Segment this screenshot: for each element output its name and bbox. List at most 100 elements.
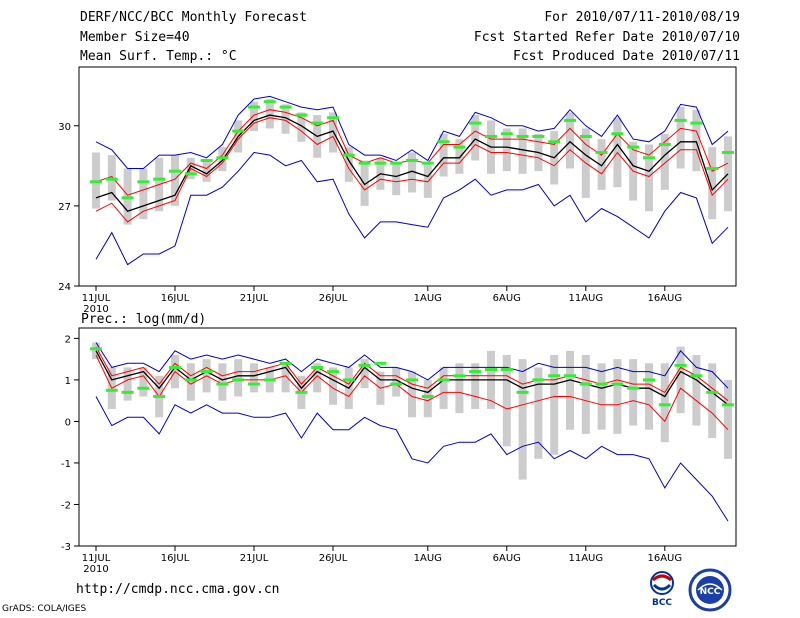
prec-x-tick-label: 26JUL bbox=[319, 553, 348, 564]
variable-label: Mean Surf. Temp.: °C bbox=[80, 49, 237, 64]
prec-box-bar bbox=[471, 363, 480, 409]
prec-x-tick-label: 11JUL bbox=[82, 553, 111, 564]
temp-x-tick-label: 6AUG bbox=[493, 293, 521, 304]
prec-box-bar bbox=[550, 354, 559, 455]
temp-box-bar bbox=[692, 109, 701, 172]
prec-year-label: 2010 bbox=[83, 564, 108, 575]
bcc-logo-text: BCC bbox=[652, 598, 672, 608]
temp-x-tick-label: 21JUL bbox=[240, 293, 269, 304]
temp-x-tick-label: 11AUG bbox=[568, 293, 603, 304]
temp-box-bar bbox=[281, 104, 290, 134]
prec-box-bar bbox=[581, 354, 590, 434]
prec-ensemble-min-line bbox=[95, 396, 729, 522]
prec-x-tick-label: 16JUL bbox=[161, 553, 190, 564]
temp-box-bar bbox=[250, 101, 258, 132]
temp-x-tick-label: 26JUL bbox=[319, 293, 348, 304]
temp-box-bar bbox=[392, 163, 401, 196]
bcc-logo-icon: BCC bbox=[650, 571, 674, 608]
ncc-logo-icon: NCC bbox=[688, 568, 732, 612]
temp-box-bar bbox=[660, 133, 669, 190]
temp-y-tick-label: 30 bbox=[58, 122, 71, 133]
temp-box-bar bbox=[297, 112, 306, 142]
temp-box-bar bbox=[676, 107, 685, 169]
chart-title: DERF/NCC/BCC Monthly Forecast bbox=[80, 10, 307, 25]
prec-box-bar bbox=[645, 363, 653, 430]
prec-lower-spread-line bbox=[95, 354, 729, 431]
prec-y-tick-label: 2 bbox=[65, 334, 71, 345]
ncc-logo-text: NCC bbox=[700, 587, 721, 597]
prec-y-tick-label: 0 bbox=[65, 417, 71, 428]
prec-x-tick-label: 21JUL bbox=[240, 553, 269, 564]
prec-box-bar bbox=[597, 363, 606, 430]
prec-box-bar bbox=[518, 359, 527, 480]
prec-y-tick-label: -1 bbox=[61, 459, 71, 470]
fcst-started-label: Fcst Started Refer Date 2010/07/10 bbox=[473, 30, 740, 45]
prec-box-bar bbox=[692, 354, 701, 426]
prec-box-bar bbox=[455, 363, 464, 414]
prec-box-bar bbox=[123, 367, 132, 401]
prec-box-bar bbox=[392, 367, 401, 397]
prec-box-bar bbox=[439, 367, 448, 409]
prec-box-bar bbox=[186, 363, 195, 401]
temp-year-label: 2010 bbox=[83, 304, 108, 315]
prec-box-bar bbox=[708, 363, 717, 439]
temp-plot-frame bbox=[78, 66, 737, 287]
prec-x-tick-label: 11AUG bbox=[568, 553, 603, 564]
temp-box-bar bbox=[455, 139, 464, 174]
prec-box-bar bbox=[360, 359, 369, 389]
temp-box-bar bbox=[171, 155, 179, 206]
temp-ensemble-min-line bbox=[95, 151, 729, 266]
source-url[interactable]: http://cmdp.ncc.cma.gov.cn bbox=[76, 582, 280, 597]
temp-x-tick-label: 16JUL bbox=[161, 293, 190, 304]
temp-box-bar bbox=[566, 112, 574, 169]
temp-x-tick-label: 1AUG bbox=[414, 293, 442, 304]
prec-panel-title: Prec.: log(mm/d) bbox=[81, 312, 206, 327]
temp-box-bar bbox=[423, 163, 432, 198]
prec-box-bar bbox=[566, 350, 574, 430]
prec-box-bar bbox=[281, 363, 290, 393]
temp-box-bar bbox=[408, 152, 416, 193]
prec-box-bar bbox=[329, 367, 337, 405]
prec-box-bar bbox=[408, 371, 416, 418]
prec-box-bar bbox=[502, 354, 511, 447]
prec-y-tick-label: 1 bbox=[65, 376, 71, 387]
temp-box-bar bbox=[597, 139, 606, 190]
temp-box-bar bbox=[471, 115, 480, 161]
temp-box-bar bbox=[344, 147, 353, 182]
prec-box-bar bbox=[534, 367, 543, 459]
prec-box-bar bbox=[423, 379, 432, 418]
prec-box-bar bbox=[660, 363, 669, 443]
temp-box-bar bbox=[645, 144, 653, 212]
temp-box-bar bbox=[202, 160, 211, 182]
temp-box-bar bbox=[139, 168, 148, 220]
temp-box-bar bbox=[502, 128, 511, 172]
temp-lower-spread-line bbox=[95, 117, 729, 223]
fcst-produced-label: Fcst Produced Date 2010/07/11 bbox=[513, 49, 740, 64]
temp-y-tick-label: 27 bbox=[58, 202, 71, 213]
forecast-range-label: For 2010/07/11-2010/08/19 bbox=[544, 10, 740, 25]
prec-box-bar bbox=[139, 367, 148, 397]
temp-box-bar bbox=[265, 99, 274, 129]
prec-ensemble-max-line bbox=[95, 342, 729, 389]
prec-box-bar bbox=[234, 359, 243, 397]
prec-box-bar bbox=[313, 363, 322, 393]
member-size-label: Member Size=40 bbox=[80, 30, 190, 45]
prec-plot-frame bbox=[78, 327, 737, 547]
temp-box-bar bbox=[518, 128, 527, 174]
prec-box-bar bbox=[629, 359, 638, 426]
grads-credit: GrADS: COLA/IGES bbox=[2, 604, 87, 614]
prec-y-tick-label: -2 bbox=[61, 500, 71, 511]
temp-x-tick-label: 11JUL bbox=[82, 293, 111, 304]
prec-box-bar bbox=[676, 346, 685, 414]
prec-box-bar bbox=[724, 379, 732, 459]
temp-box-bar bbox=[360, 160, 369, 206]
prec-x-tick-label: 6AUG bbox=[493, 553, 521, 564]
prec-y-tick-label: -3 bbox=[61, 542, 71, 553]
prec-x-tick-label: 1AUG bbox=[414, 553, 442, 564]
temp-ensemble-max-line bbox=[95, 95, 729, 169]
prec-box-bar bbox=[250, 363, 258, 393]
temp-box-bar bbox=[708, 147, 717, 220]
prec-box-bar bbox=[613, 359, 622, 434]
prec-box-bar bbox=[218, 363, 227, 401]
temp-ensemble-mean-line bbox=[95, 114, 729, 212]
